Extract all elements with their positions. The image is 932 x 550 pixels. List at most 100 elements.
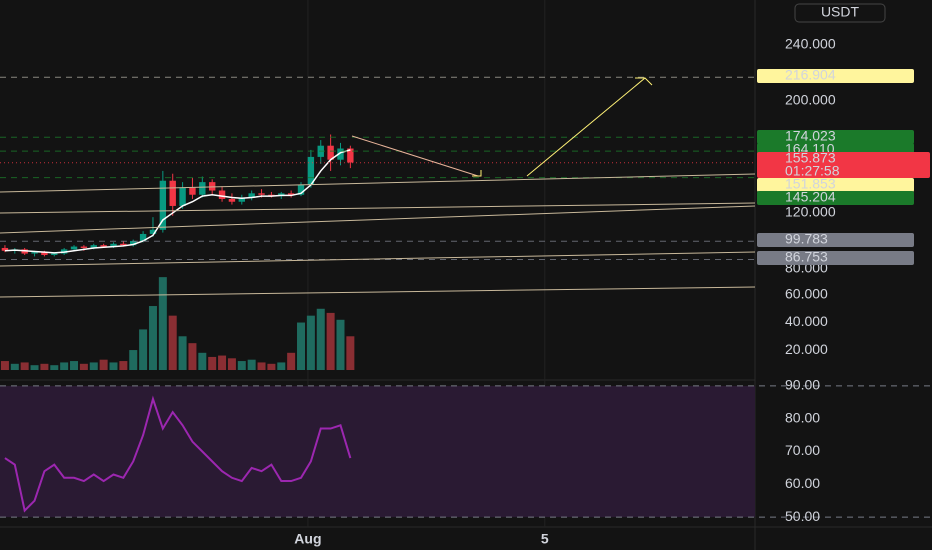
projection-arrow — [526, 77, 646, 177]
volume-bar — [237, 361, 246, 370]
candle-body — [110, 243, 117, 247]
candle-body — [80, 246, 88, 248]
candle-body — [199, 182, 206, 195]
price-label-bg — [757, 191, 914, 205]
price-label: 151.853 — [785, 176, 836, 192]
y-tick-label: 120.000 — [785, 204, 836, 220]
price-label-bg — [757, 178, 914, 192]
projection-line — [351, 135, 479, 177]
candle-body — [287, 193, 295, 195]
candle-body — [149, 229, 157, 234]
volume-bar — [346, 336, 355, 370]
candle-body — [100, 245, 107, 247]
volume-bar — [188, 343, 197, 370]
candle-body — [1, 247, 9, 251]
candle-body — [218, 190, 226, 199]
volume-bar — [99, 359, 108, 370]
candle-body — [297, 184, 305, 195]
price-labels: 216.904174.023164.110155.87301:27:58151.… — [757, 67, 930, 265]
candle-body — [139, 233, 147, 241]
moving-average — [4, 149, 351, 254]
candle-body — [120, 243, 127, 246]
y-tick-label: 240.000 — [785, 36, 836, 52]
price-label: 99.783 — [785, 231, 828, 247]
volume-bar — [316, 308, 325, 370]
price-label-bg — [757, 251, 914, 265]
currency-box[interactable] — [794, 3, 886, 23]
candle-body — [307, 156, 315, 185]
x-tick-label: Aug — [294, 531, 321, 547]
trendline — [0, 251, 756, 267]
y-tick-label: 40.000 — [785, 313, 828, 329]
volume-bar — [20, 362, 29, 370]
volume-bar — [50, 365, 59, 370]
candle-body — [258, 193, 265, 195]
candle-body — [70, 246, 78, 250]
y-tick-label: 60.000 — [785, 286, 828, 302]
candle-body — [41, 252, 48, 255]
volume-bar — [297, 322, 306, 370]
candle-body — [337, 148, 344, 160]
volume-bar — [10, 363, 19, 370]
trendline — [0, 286, 756, 298]
volume-bar — [30, 365, 39, 370]
volume-bar — [70, 361, 79, 370]
candle-body — [238, 197, 245, 202]
price-label: 216.904 — [785, 67, 836, 83]
volume-bar — [139, 329, 148, 370]
rsi-band — [0, 385, 755, 518]
volume-bar — [119, 361, 128, 370]
candle-body — [189, 187, 196, 195]
price-label-bg — [757, 69, 914, 83]
volume-bar — [129, 350, 138, 370]
y-tick-label: 60.00 — [785, 475, 820, 491]
trendline — [0, 205, 756, 234]
candle-body — [327, 145, 334, 160]
volume-bar — [247, 359, 256, 370]
x-tick-label: 5 — [541, 531, 549, 547]
price-label-bg — [757, 152, 930, 178]
price-label: 174.023 — [785, 128, 836, 144]
currency[interactable]: USDT — [821, 4, 860, 20]
y-tick-label: 80.00 — [785, 409, 820, 425]
volume-bar — [158, 277, 167, 370]
candle-body — [31, 252, 38, 254]
candle-body — [51, 253, 58, 255]
volume-bar — [326, 312, 335, 370]
candle-body — [159, 180, 167, 230]
volume-bar — [148, 306, 157, 370]
price-label-bg — [757, 130, 914, 144]
volume-bar — [208, 356, 217, 370]
volume-bar — [109, 362, 118, 370]
volume-bar — [218, 355, 227, 370]
volume-bar — [0, 361, 9, 370]
rsi-line — [4, 395, 352, 513]
candle-body — [347, 148, 354, 163]
candle-body — [228, 198, 236, 202]
trendline — [0, 202, 756, 214]
y-tick-label: 70.00 — [785, 442, 820, 458]
price-label-bg — [757, 233, 914, 247]
candle-body — [179, 187, 186, 206]
y-tick-label: 200.000 — [785, 92, 836, 108]
volume-bar — [267, 363, 276, 370]
candle-body — [208, 182, 216, 191]
volume-bar — [227, 358, 236, 370]
volume-bar — [287, 352, 296, 370]
candle-body — [248, 193, 255, 198]
volume-bar — [257, 362, 266, 370]
volume-bar — [168, 315, 177, 370]
price-label: 155.873 — [785, 150, 836, 166]
price-label: 86.753 — [785, 249, 828, 265]
countdown: 01:27:58 — [785, 163, 840, 179]
volume-bar — [79, 363, 88, 370]
drawings — [0, 77, 756, 298]
volume-bar — [60, 362, 69, 370]
candle-body — [169, 180, 176, 206]
y-tick-label: 20.000 — [785, 341, 828, 357]
volume-bar — [40, 363, 49, 370]
volume-bar — [277, 362, 286, 370]
volume-bar — [336, 319, 345, 370]
volume-bar — [178, 336, 187, 370]
